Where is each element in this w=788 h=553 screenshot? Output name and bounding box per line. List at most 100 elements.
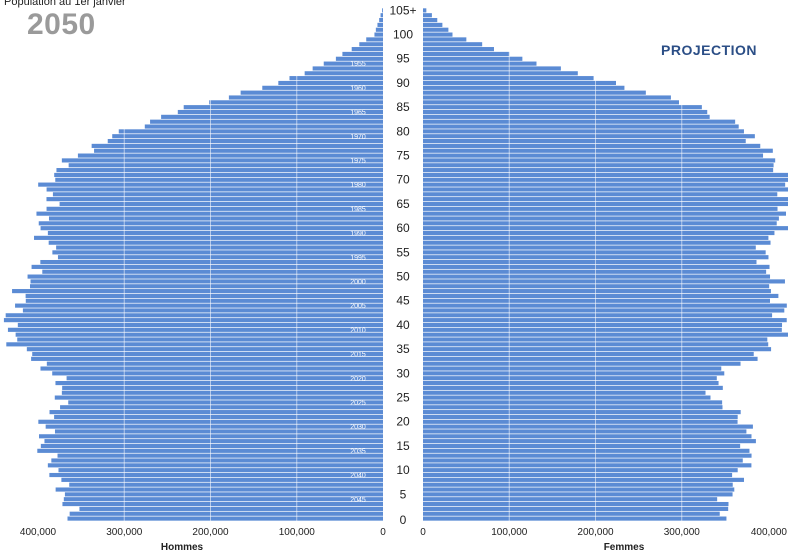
bar-men-age-25: [54, 395, 383, 400]
bar-women-age-97: [423, 47, 494, 52]
bar-women-age-12: [423, 458, 743, 463]
bar-women-age-82: [423, 119, 736, 124]
bar-women-age-16: [423, 439, 756, 444]
bar-men-age-75: [77, 153, 383, 158]
age-tick-label: 90: [396, 76, 410, 90]
bar-men-age-29: [66, 376, 383, 381]
bar-women-age-92: [423, 71, 578, 76]
birth-year-label: 1965: [350, 110, 366, 117]
age-tick-label: 60: [396, 221, 410, 235]
bar-men-age-80: [118, 129, 384, 134]
bar-men-age-88: [240, 90, 383, 95]
x-tick-label-right: 100,000: [491, 527, 528, 538]
bar-men-age-51: [42, 269, 383, 274]
bar-women-age-22: [423, 410, 741, 415]
bar-men-age-76: [94, 148, 383, 153]
age-axis-labels: 0 5 10 15 20 25 30 35 40 45 50 55 60 65 70 75 80 85 90 95 10…: [389, 3, 416, 527]
bar-women-age-85: [423, 105, 702, 110]
bar-men-age-33: [31, 356, 384, 361]
age-tick-label: 65: [396, 197, 410, 211]
x-tick-label-right: 200,000: [577, 527, 614, 538]
age-tick-label: 15: [396, 439, 410, 453]
bar-men-age-2: [79, 506, 384, 511]
birth-year-label: 2035: [350, 448, 366, 455]
birth-year-label: 1955: [350, 61, 366, 68]
bar-women-age-40: [423, 322, 783, 328]
bar-men-age-3: [62, 501, 383, 507]
bar-men-age-78: [107, 138, 384, 144]
bar-women-age-57: [423, 240, 771, 245]
bar-women-age-10: [423, 468, 738, 473]
bar-men-age-47: [12, 289, 384, 294]
bar-men-age-93: [312, 66, 383, 71]
bar-men-age-65: [59, 201, 383, 207]
bar-women-age-24: [423, 400, 723, 405]
bar-women-age-69: [423, 182, 786, 187]
bar-women-age-62: [423, 216, 779, 221]
bar-men-age-72: [56, 168, 383, 173]
x-tick-label-right: 300,000: [664, 527, 701, 538]
bar-men-age-44: [15, 303, 384, 308]
bar-women-age-94: [423, 61, 537, 66]
bar-men-age-57: [48, 240, 384, 245]
age-tick-label: 85: [396, 100, 410, 114]
bar-men-age-28: [55, 380, 384, 386]
bar-women-age-61: [423, 221, 777, 226]
bar-women-age-87: [423, 95, 671, 100]
bar-men-age-45: [25, 298, 383, 303]
bar-women-age-1: [423, 511, 720, 516]
bar-women-age-66: [423, 197, 788, 202]
age-tick-label: 50: [396, 270, 410, 284]
bar-men-age-48: [29, 284, 384, 289]
bar-men-age-83: [161, 114, 383, 119]
bar-men-age-77: [91, 143, 383, 148]
bar-women-age-60: [423, 226, 788, 231]
bar-men-age-35: [26, 347, 384, 352]
bar-women-age-63: [423, 211, 786, 216]
bar-men-age-4: [63, 497, 384, 502]
bar-men-age-60: [40, 226, 383, 231]
bar-women-age-3: [423, 501, 729, 507]
bar-men-age-101: [375, 27, 383, 32]
bar-men-age-21: [54, 414, 384, 420]
bar-men-age-55: [52, 250, 384, 255]
bar-men-age-34: [32, 351, 383, 357]
birth-year-label: 1960: [350, 85, 366, 92]
x-tick-label-right: 400,000: [751, 527, 788, 538]
bar-women-age-81: [423, 124, 739, 129]
birth-year-label: 2015: [350, 352, 366, 359]
bar-men-age-62: [48, 216, 383, 221]
bar-women-age-77: [423, 143, 761, 148]
bar-men-age-17: [39, 434, 384, 439]
bar-men-age-0: [67, 516, 383, 521]
bar-women-age-74: [423, 158, 776, 163]
age-tick-label: 30: [396, 366, 410, 380]
bar-men-age-23: [60, 405, 384, 410]
bar-women-age-42: [423, 313, 773, 318]
bar-women-age-65: [423, 201, 788, 207]
bar-men-age-74: [61, 158, 383, 163]
bar-men-age-46: [25, 293, 384, 299]
birth-year-label: 2045: [350, 497, 366, 504]
bar-men-age-18: [54, 429, 383, 434]
bar-men-age-16: [44, 439, 384, 444]
bar-women-age-25: [423, 395, 711, 400]
bar-women-age-78: [423, 138, 746, 144]
bar-women-age-49: [423, 279, 785, 284]
women-bars: [423, 8, 788, 521]
bar-women-age-21: [423, 414, 738, 420]
bar-women-age-75: [423, 153, 764, 158]
bar-women-age-102: [423, 22, 443, 27]
bar-women-age-17: [423, 434, 752, 439]
birth-year-labels: 2045 2040 2035 2030 2025 2020 2015 2010 2005 2000…: [350, 61, 366, 504]
age-tick-label: 40: [396, 318, 410, 332]
bar-women-age-38: [423, 332, 788, 337]
bar-men-age-102: [377, 22, 383, 27]
bar-men-age-87: [228, 95, 383, 100]
bar-women-age-55: [423, 250, 766, 255]
bar-women-age-83: [423, 114, 710, 119]
birth-year-label: 1980: [350, 182, 366, 189]
bar-men-age-7: [69, 482, 383, 487]
bar-men-age-10: [58, 468, 383, 473]
